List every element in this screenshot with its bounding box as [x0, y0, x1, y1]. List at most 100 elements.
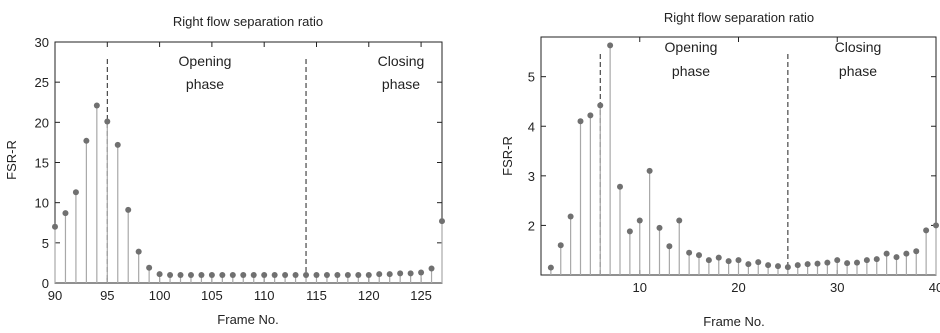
- chart-left-data-point: [187, 271, 194, 278]
- chart-right-data-point: [923, 227, 930, 234]
- chart-left-data-point: [397, 270, 404, 277]
- chart-left-phase-closing-line2: phase: [382, 76, 420, 92]
- chart-left-data-point: [292, 271, 299, 278]
- chart-right-data-point: [863, 257, 870, 264]
- chart-right-data-point: [705, 257, 712, 264]
- chart-right-data-point: [676, 217, 683, 224]
- chart-left-y-tick-label: 20: [35, 115, 49, 130]
- chart-left-data-point: [156, 271, 163, 278]
- chart-right-data-point: [597, 102, 604, 109]
- chart-right-data-point: [745, 261, 752, 268]
- chart-left-data-point: [208, 271, 215, 278]
- chart-right: Right flow separation ratio Frame No. FS…: [500, 10, 940, 329]
- chart-right-data-point: [715, 254, 722, 261]
- chart-left-data-point: [198, 271, 205, 278]
- chart-right-data-point: [725, 258, 732, 265]
- chart-right-y-tick-label: 5: [528, 70, 535, 85]
- chart-left-data-point: [344, 271, 351, 278]
- chart-left-y-tick-label: 5: [42, 236, 49, 251]
- chart-left-data-point: [323, 271, 330, 278]
- chart-right-data-point: [883, 250, 890, 257]
- chart-left-data-point: [83, 137, 90, 144]
- chart-right-data-point: [607, 42, 614, 49]
- chart-right-data-point: [577, 118, 584, 125]
- chart-right-marks: 10 20 30 40 2 3 4 5: [528, 36, 940, 295]
- chart-right-y-axis-title: FSR-R: [500, 136, 515, 176]
- chart-right-y-tick-label: 2: [528, 218, 535, 233]
- chart-left-data-point: [177, 271, 184, 278]
- chart-right-data-point: [626, 228, 633, 235]
- chart-right-x-tick-label: 10: [633, 280, 647, 295]
- chart-right-data-point: [656, 224, 663, 231]
- chart-right-data-point: [646, 167, 653, 174]
- chart-right-phase-opening-line1: Opening: [665, 39, 718, 55]
- chart-left-data-point: [303, 271, 310, 278]
- chart-left-data-point: [93, 102, 100, 109]
- chart-left-y-tick-label: 25: [35, 75, 49, 90]
- chart-left-x-tick-label: 105: [201, 288, 223, 303]
- chart-right-phase-closing-line2: phase: [839, 63, 877, 79]
- chart-right-data-point: [587, 112, 594, 119]
- chart-left-phase-opening-line1: Opening: [179, 53, 232, 69]
- chart-left-data-point: [418, 269, 425, 276]
- chart-right-data-point: [735, 257, 742, 264]
- chart-right-data-point: [755, 259, 762, 266]
- chart-left-data-point: [167, 271, 174, 278]
- chart-left-x-tick-label: 125: [410, 288, 432, 303]
- chart-left-data-point: [219, 271, 226, 278]
- chart-left-x-tick-label: 120: [358, 288, 380, 303]
- chart-right-data-point: [567, 213, 574, 220]
- chart-left-data-point: [365, 271, 372, 278]
- chart-right-data-point: [844, 260, 851, 267]
- chart-left-data-point: [104, 118, 111, 125]
- chart-left-x-tick-label: 115: [306, 288, 327, 303]
- chart-right-x-axis-title: Frame No.: [703, 314, 764, 329]
- chart-right-data-point: [913, 248, 920, 255]
- chart-right-data-point: [696, 252, 702, 259]
- chart-right-data-point: [765, 262, 772, 269]
- chart-left-y-axis-title: FSR-R: [4, 140, 19, 180]
- chart-right-y-tick-label: 3: [528, 169, 535, 184]
- chart-right-x-tick-label: 30: [830, 280, 844, 295]
- chart-left-data-point: [250, 271, 257, 278]
- chart-right-data-point: [804, 261, 811, 268]
- chart-right-title: Right flow separation ratio: [664, 10, 814, 25]
- chart-left-data-point: [439, 218, 445, 225]
- chart-right-data-point: [666, 243, 673, 250]
- chart-right-data-point: [775, 263, 781, 270]
- chart-left-y-tick-label: 30: [35, 35, 49, 50]
- chart-left: Right flow separation ratio Frame No. FS…: [4, 14, 445, 327]
- chart-right-data-point: [547, 264, 554, 271]
- chart-left-data-point: [240, 271, 247, 278]
- chart-left-data-point: [62, 210, 69, 217]
- chart-left-x-tick-label: 110: [254, 288, 275, 303]
- chart-left-data-point: [135, 248, 142, 255]
- chart-left-y-tick-label: 0: [42, 276, 49, 291]
- chart-right-data-point: [636, 217, 643, 224]
- chart-left-data-point: [355, 271, 362, 278]
- chart-right-x-tick-label: 20: [731, 280, 745, 295]
- chart-left-data-point: [386, 271, 393, 278]
- chart-right-data-point: [893, 254, 900, 261]
- chart-left-data-point: [229, 271, 236, 278]
- chart-left-data-point: [376, 271, 383, 278]
- chart-right-data-point: [903, 250, 910, 257]
- chart-right-data-point: [854, 259, 860, 266]
- chart-right-data-point: [873, 256, 880, 263]
- chart-left-data-point: [146, 264, 153, 271]
- chart-right-data-point: [814, 260, 821, 267]
- chart-left-data-point: [428, 265, 435, 272]
- chart-left-phase-opening-line2: phase: [186, 76, 224, 92]
- chart-left-x-tick-label: 100: [149, 288, 171, 303]
- chart-left-data-point: [271, 271, 278, 278]
- chart-left-y-tick-label: 15: [35, 156, 49, 171]
- chart-left-x-axis-title: Frame No.: [217, 312, 278, 327]
- chart-right-data-point: [557, 242, 564, 249]
- chart-left-x-tick-label: 95: [100, 288, 114, 303]
- chart-left-data-point: [334, 271, 341, 278]
- chart-right-phase-closing-line1: Closing: [835, 39, 882, 55]
- chart-left-data-point: [125, 206, 132, 213]
- chart-left-phase-closing-line1: Closing: [378, 53, 425, 69]
- chart-left-x-tick-label: 90: [48, 288, 62, 303]
